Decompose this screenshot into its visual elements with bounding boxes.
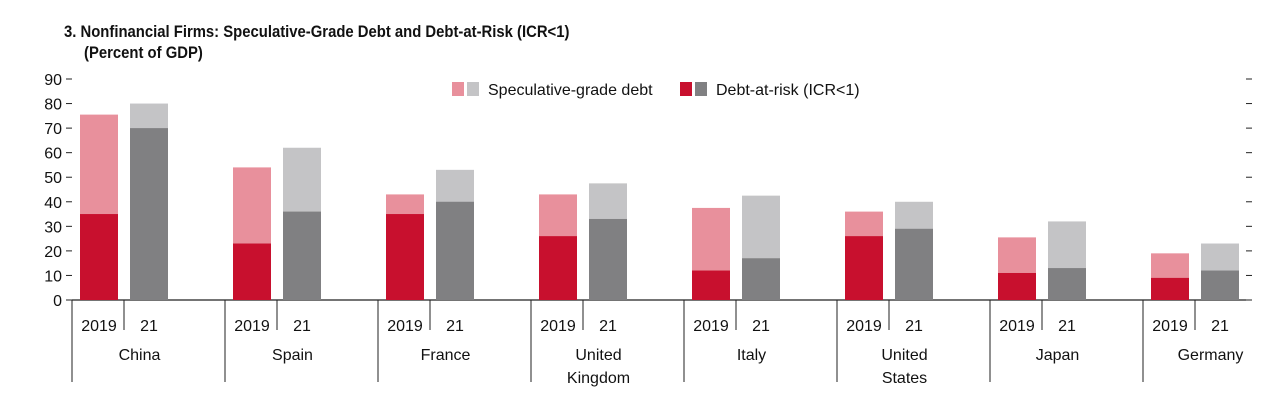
country-label: Kingdom bbox=[567, 370, 630, 387]
bar-debt-at-risk-2019 bbox=[998, 272, 1036, 300]
bar-debt-at-risk-2019 bbox=[386, 214, 424, 300]
y-tick-label: 70 bbox=[44, 121, 62, 138]
bar-debt-at-risk-21 bbox=[130, 128, 168, 300]
bar-debt-at-risk-2019 bbox=[1151, 277, 1189, 300]
country-label: China bbox=[119, 347, 161, 364]
chart-subtitle: (Percent of GDP) bbox=[84, 44, 203, 62]
year-label: 2019 bbox=[999, 318, 1035, 335]
year-label: 2019 bbox=[540, 318, 576, 335]
year-label: 21 bbox=[752, 318, 770, 335]
y-tick-label: 60 bbox=[44, 146, 62, 163]
bar-debt-at-risk-2019 bbox=[692, 270, 730, 300]
country-label: Japan bbox=[1036, 347, 1080, 364]
year-label: 2019 bbox=[1152, 318, 1188, 335]
year-label: 2019 bbox=[693, 318, 729, 335]
bar-debt-at-risk-21 bbox=[1048, 268, 1086, 300]
country-label: Italy bbox=[737, 347, 766, 364]
legend-swatch-speculative-21 bbox=[467, 82, 479, 96]
chart-title: 3. Nonfinancial Firms: Speculative-Grade… bbox=[64, 23, 570, 41]
year-label: 21 bbox=[1211, 318, 1229, 335]
bar-debt-at-risk-21 bbox=[1201, 270, 1239, 300]
y-tick-label: 30 bbox=[44, 219, 62, 236]
country-label: United bbox=[575, 347, 621, 364]
legend-swatch-debt-at-risk-2019 bbox=[680, 82, 692, 96]
country-label: Germany bbox=[1178, 347, 1244, 364]
y-tick-label: 40 bbox=[44, 195, 62, 212]
bar-debt-at-risk-2019 bbox=[80, 214, 118, 300]
bar-debt-at-risk-21 bbox=[742, 258, 780, 300]
year-label: 21 bbox=[293, 318, 311, 335]
y-tick-label: 10 bbox=[44, 268, 62, 285]
y-tick-label: 0 bbox=[53, 293, 62, 310]
y-tick-label: 50 bbox=[44, 170, 62, 187]
legend-label-speculative: Speculative-grade debt bbox=[488, 82, 653, 99]
country-label: United bbox=[881, 347, 927, 364]
y-tick-label: 90 bbox=[44, 72, 62, 89]
bar-debt-at-risk-21 bbox=[283, 211, 321, 300]
legend-swatch-speculative-2019 bbox=[452, 82, 464, 96]
legend-label-debt-at-risk: Debt-at-risk (ICR<1) bbox=[716, 82, 860, 99]
year-label: 21 bbox=[140, 318, 158, 335]
y-tick-label: 80 bbox=[44, 97, 62, 114]
year-label: 2019 bbox=[234, 318, 270, 335]
year-label: 21 bbox=[1058, 318, 1076, 335]
bar-debt-at-risk-2019 bbox=[539, 236, 577, 300]
year-label: 21 bbox=[599, 318, 617, 335]
bar-debt-at-risk-2019 bbox=[233, 243, 271, 300]
year-label: 2019 bbox=[81, 318, 117, 335]
legend-swatch-debt-at-risk-21 bbox=[695, 82, 707, 96]
year-label: 21 bbox=[905, 318, 923, 335]
bar-debt-at-risk-21 bbox=[895, 228, 933, 300]
country-label: Spain bbox=[272, 347, 313, 364]
year-label: 2019 bbox=[387, 318, 423, 335]
country-label: France bbox=[421, 347, 471, 364]
year-label: 21 bbox=[446, 318, 464, 335]
country-label: States bbox=[882, 370, 927, 387]
bar-debt-at-risk-21 bbox=[589, 218, 627, 300]
year-label: 2019 bbox=[846, 318, 882, 335]
y-tick-label: 20 bbox=[44, 244, 62, 261]
bar-debt-at-risk-21 bbox=[436, 201, 474, 300]
bar-debt-at-risk-2019 bbox=[845, 236, 883, 300]
